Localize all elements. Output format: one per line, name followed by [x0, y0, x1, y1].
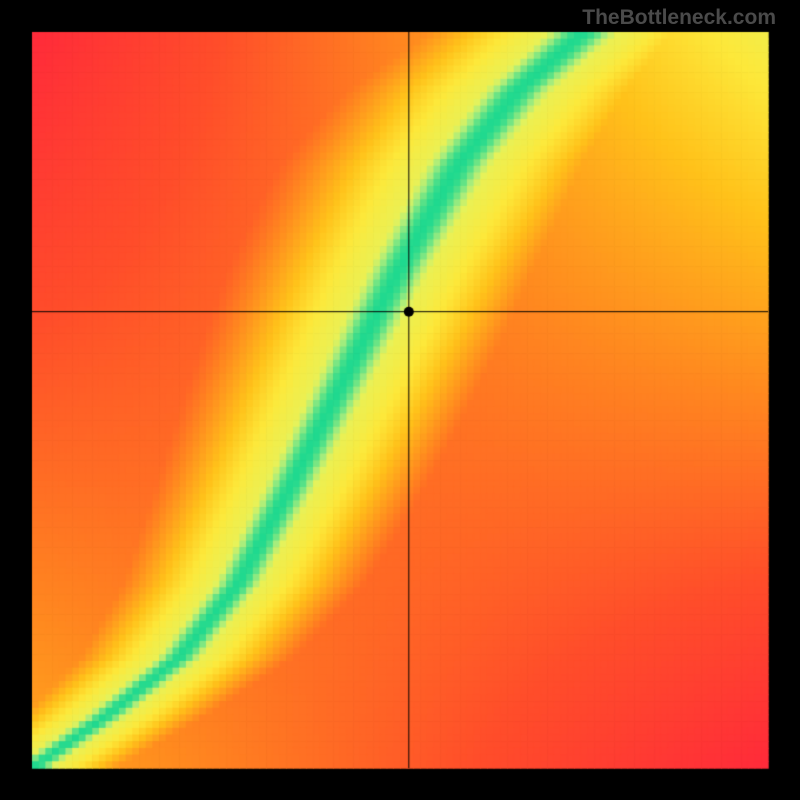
chart-container: TheBottleneck.com	[0, 0, 800, 800]
bottleneck-heatmap	[0, 0, 800, 800]
watermark-label: TheBottleneck.com	[582, 6, 776, 30]
